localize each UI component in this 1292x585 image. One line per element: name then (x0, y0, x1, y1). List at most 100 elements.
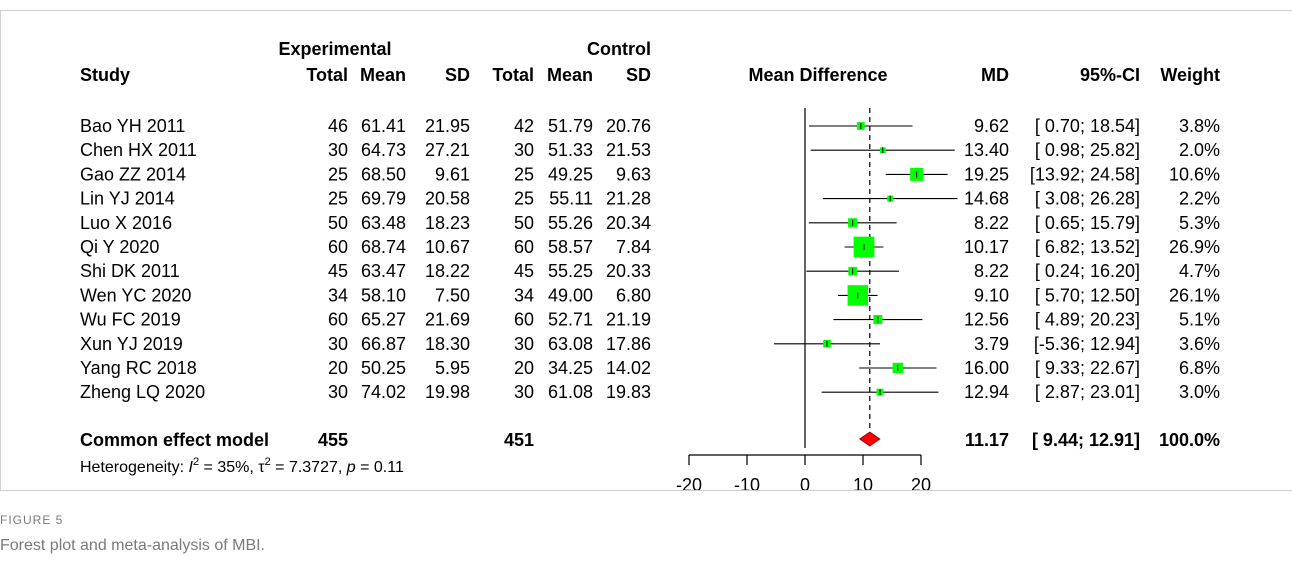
bottom-rule (0, 490, 1292, 491)
cell-c-sd: 21.28 (606, 189, 651, 209)
cell-e-total: 30 (328, 140, 348, 160)
cell-study: Shi DK 2011 (80, 261, 180, 281)
cell-c-mean: 49.00 (548, 285, 593, 305)
cell-md-text: 13.40 (964, 140, 1009, 160)
header-mean-difference: Mean Difference (748, 65, 887, 85)
header-md: MD (981, 65, 1009, 85)
pooled-diamond (859, 431, 881, 447)
cell-md-text: 3.79 (974, 334, 1009, 354)
cell-c-total: 25 (514, 189, 534, 209)
cell-e-total: 50 (328, 213, 348, 233)
pooled-md: 11.17 (965, 430, 1009, 450)
cell-e-total: 60 (328, 310, 348, 330)
cell-e-mean: 61.41 (361, 116, 406, 136)
table-headers: Experimental Control Study Total Mean SD… (80, 39, 1220, 85)
cell-md-text: 9.10 (974, 285, 1009, 305)
cell-weight-text: 6.8% (1179, 358, 1220, 378)
header-control: Control (587, 39, 651, 59)
pooled-ci: [ 9.44; 12.91] (1032, 430, 1140, 450)
cell-e-sd: 27.21 (425, 140, 470, 160)
cell-e-sd: 21.69 (425, 310, 470, 330)
cell-c-mean: 34.25 (548, 358, 593, 378)
cell-e-sd: 7.50 (435, 285, 470, 305)
cell-c-sd: 7.84 (616, 237, 651, 257)
cell-weight-text: 2.0% (1179, 140, 1220, 160)
cell-e-total: 30 (328, 382, 348, 402)
cell-c-total: 30 (514, 334, 534, 354)
cell-e-total: 25 (328, 164, 348, 184)
cell-c-sd: 14.02 (606, 358, 651, 378)
cell-e-mean: 65.27 (361, 310, 406, 330)
heterogeneity-text: Heterogeneity: I2 = 35%, τ2 = 7.3727, p … (80, 456, 404, 476)
cell-ci-text: [ 0.65; 15.79] (1035, 213, 1140, 233)
cell-e-mean: 69.79 (361, 189, 406, 209)
forest-plot: Experimental Control Study Total Mean SD… (80, 39, 1220, 490)
cell-study: Yang RC 2018 (80, 358, 197, 378)
header-e-total: Total (306, 65, 348, 85)
cell-md-text: 8.22 (974, 213, 1009, 233)
cell-e-mean: 63.48 (361, 213, 406, 233)
cell-c-sd: 6.80 (616, 285, 651, 305)
cell-study: Wen YC 2020 (80, 285, 191, 305)
header-c-mean: Mean (547, 65, 593, 85)
pooled-row: Common effect model 455 451 11.17 [ 9.44… (80, 430, 1220, 450)
cell-ci-text: [ 9.33; 22.67] (1035, 358, 1140, 378)
cell-study: Xun YJ 2019 (80, 334, 183, 354)
cell-c-mean: 51.33 (548, 140, 593, 160)
cell-c-total: 42 (514, 116, 534, 136)
cell-study: Chen HX 2011 (80, 140, 197, 160)
cell-c-mean: 63.08 (548, 334, 593, 354)
header-experimental: Experimental (278, 39, 391, 59)
cell-ci-text: [13.92; 24.58] (1030, 164, 1140, 184)
cell-c-sd: 20.33 (606, 261, 651, 281)
cell-c-mean: 55.26 (548, 213, 593, 233)
cell-ci-text: [ 2.87; 23.01] (1035, 382, 1140, 402)
cell-c-total: 50 (514, 213, 534, 233)
cell-ci-text: [ 0.24; 16.20] (1035, 261, 1140, 281)
cell-ci-text: [ 3.08; 26.28] (1035, 189, 1140, 209)
cell-e-total: 46 (328, 116, 348, 136)
header-e-mean: Mean (360, 65, 406, 85)
cell-c-sd: 17.86 (606, 334, 651, 354)
cell-e-mean: 66.87 (361, 334, 406, 354)
x-tick-label: -10 (734, 475, 760, 490)
cell-e-mean: 74.02 (361, 382, 406, 402)
cell-e-total: 34 (328, 285, 348, 305)
header-study: Study (80, 65, 130, 85)
cell-c-sd: 9.63 (616, 164, 651, 184)
cell-c-sd: 21.19 (606, 310, 651, 330)
cell-c-total: 20 (514, 358, 534, 378)
cell-c-mean: 61.08 (548, 382, 593, 402)
left-rule (0, 10, 1, 490)
cell-e-total: 25 (328, 189, 348, 209)
cell-weight-text: 5.3% (1179, 213, 1220, 233)
cell-ci-text: [ 4.89; 20.23] (1035, 310, 1140, 330)
cell-weight-text: 3.6% (1179, 334, 1220, 354)
pooled-c-total: 451 (504, 430, 534, 450)
x-tick-label: -20 (676, 475, 702, 490)
pooled-e-total: 455 (318, 430, 348, 450)
cell-md-text: 10.17 (964, 237, 1009, 257)
cell-md-text: 19.25 (964, 164, 1009, 184)
cell-e-sd: 18.30 (425, 334, 470, 354)
cell-ci-text: [-5.36; 12.94] (1034, 334, 1140, 354)
cell-c-mean: 55.11 (549, 189, 593, 209)
cell-c-total: 45 (514, 261, 534, 281)
cell-c-mean: 49.25 (548, 164, 593, 184)
study-rows: Bao YH 2011 46 61.41 21.95 42 51.79 20.76 9.62 [… (80, 116, 1220, 402)
cell-c-mean: 55.25 (548, 261, 593, 281)
cell-c-sd: 21.53 (606, 140, 651, 160)
top-rule (0, 10, 1292, 11)
cell-c-sd: 20.34 (606, 213, 651, 233)
cell-c-total: 30 (514, 140, 534, 160)
cell-ci-text: [ 0.70; 18.54] (1035, 116, 1140, 136)
header-c-sd: SD (626, 65, 651, 85)
cell-md-text: 9.62 (974, 116, 1009, 136)
header-weight: Weight (1160, 65, 1220, 85)
cell-e-mean: 68.74 (361, 237, 406, 257)
cell-e-sd: 5.95 (435, 358, 470, 378)
pooled-label: Common effect model (80, 430, 269, 450)
cell-weight-text: 3.0% (1179, 382, 1220, 402)
cell-ci-text: [ 5.70; 12.50] (1035, 285, 1140, 305)
cell-e-sd: 19.98 (425, 382, 470, 402)
